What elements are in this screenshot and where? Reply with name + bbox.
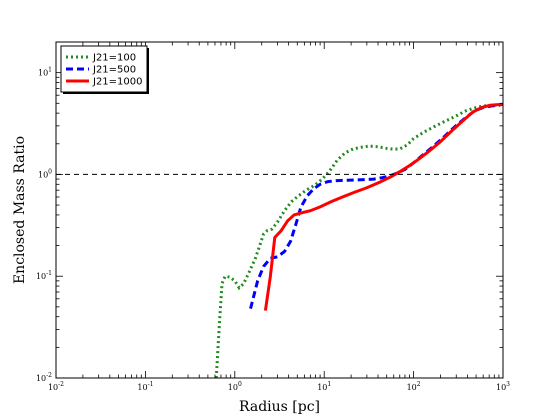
tick-layer: 10-2 10-1 100 101 102 103 10-2 10-1 100 101 [36, 41, 510, 392]
x-tick-label: 10-2 [48, 381, 64, 392]
x-tick-label: 10-1 [137, 381, 153, 392]
x-tick-label: 103 [496, 381, 510, 392]
series-layer [214, 103, 503, 378]
y-tick-label: 10-1 [36, 270, 52, 281]
x-axis-label: Radius [pc] [239, 399, 320, 415]
legend-label: J21=100 [92, 53, 136, 64]
series-line-j21-1000 [263, 103, 503, 311]
legend-box [60, 45, 148, 93]
plot-frame [55, 41, 504, 379]
series-line-j21-100 [214, 103, 501, 378]
y-tick-label: 10-2 [36, 372, 52, 383]
legend-label: J21=1000 [92, 77, 143, 88]
y-axis-label: Enclosed Mass Ratio [12, 136, 28, 284]
legend-label: J21=500 [92, 65, 136, 76]
x-tick-label: 100 [228, 381, 242, 392]
y-tick-label: 100 [38, 168, 52, 179]
x-tick-label: 101 [317, 381, 331, 392]
y-tick-label: 101 [38, 67, 52, 78]
series-line-j21-500 [249, 103, 501, 310]
x-tick-label: 102 [407, 381, 421, 392]
